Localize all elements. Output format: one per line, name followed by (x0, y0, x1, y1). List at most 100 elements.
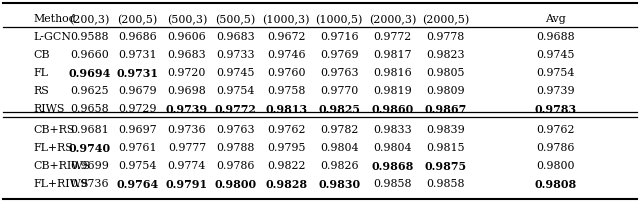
Text: (200,5): (200,5) (118, 14, 157, 25)
Text: 0.9770: 0.9770 (320, 86, 358, 96)
Text: 0.9672: 0.9672 (267, 32, 305, 42)
Text: 0.9795: 0.9795 (267, 143, 305, 153)
Text: 0.9822: 0.9822 (267, 161, 305, 171)
Text: L-GCN: L-GCN (33, 32, 71, 42)
Text: 0.9808: 0.9808 (534, 179, 577, 190)
Text: FL+RIWS: FL+RIWS (33, 179, 89, 189)
Text: 0.9762: 0.9762 (536, 125, 575, 135)
Text: 0.9777: 0.9777 (168, 143, 206, 153)
Text: 0.9782: 0.9782 (320, 125, 358, 135)
Text: 0.9686: 0.9686 (118, 32, 157, 42)
Text: RS: RS (33, 86, 49, 96)
Text: 0.9804: 0.9804 (320, 143, 358, 153)
Text: 0.9762: 0.9762 (267, 125, 305, 135)
Text: 0.9868: 0.9868 (371, 161, 413, 172)
Text: 0.9683: 0.9683 (216, 32, 255, 42)
Text: 0.9800: 0.9800 (214, 179, 257, 190)
Text: 0.9740: 0.9740 (68, 143, 111, 154)
Text: 0.9716: 0.9716 (320, 32, 358, 42)
Text: 0.9815: 0.9815 (426, 143, 465, 153)
Text: Avg: Avg (545, 14, 566, 25)
Text: 0.9860: 0.9860 (371, 104, 413, 115)
Text: 0.9699: 0.9699 (70, 161, 109, 171)
Text: (500,3): (500,3) (166, 14, 207, 25)
Text: 0.9828: 0.9828 (265, 179, 307, 190)
Text: 0.9778: 0.9778 (426, 32, 465, 42)
Text: 0.9745: 0.9745 (216, 68, 255, 78)
Text: 0.9800: 0.9800 (536, 161, 575, 171)
Text: 0.9858: 0.9858 (373, 179, 412, 189)
Text: 0.9679: 0.9679 (118, 86, 157, 96)
Text: 0.9817: 0.9817 (373, 50, 412, 60)
Text: (2000,5): (2000,5) (422, 14, 469, 25)
Text: 0.9739: 0.9739 (536, 86, 575, 96)
Text: 0.9783: 0.9783 (534, 104, 577, 115)
Text: CB: CB (33, 50, 50, 60)
Text: 0.9875: 0.9875 (424, 161, 467, 172)
Text: 0.9772: 0.9772 (214, 104, 257, 115)
Text: 0.9658: 0.9658 (70, 104, 109, 114)
Text: 0.9660: 0.9660 (70, 50, 109, 60)
Text: 0.9736: 0.9736 (168, 125, 206, 135)
Text: RIWS: RIWS (33, 104, 65, 114)
Text: 0.9745: 0.9745 (536, 50, 575, 60)
Text: 0.9833: 0.9833 (373, 125, 412, 135)
Text: 0.9739: 0.9739 (166, 104, 208, 115)
Text: FL: FL (33, 68, 48, 78)
Text: 0.9763: 0.9763 (216, 125, 255, 135)
Text: 0.9816: 0.9816 (373, 68, 412, 78)
Text: 0.9819: 0.9819 (373, 86, 412, 96)
Text: 0.9786: 0.9786 (536, 143, 575, 153)
Text: FL+RS: FL+RS (33, 143, 73, 153)
Text: 0.9681: 0.9681 (70, 125, 109, 135)
Text: 0.9764: 0.9764 (116, 179, 159, 190)
Text: 0.9698: 0.9698 (168, 86, 206, 96)
Text: 0.9825: 0.9825 (318, 104, 360, 115)
Text: 0.9625: 0.9625 (70, 86, 109, 96)
Text: 0.9763: 0.9763 (320, 68, 358, 78)
Text: 0.9813: 0.9813 (265, 104, 307, 115)
Text: 0.9809: 0.9809 (426, 86, 465, 96)
Text: 0.9791: 0.9791 (166, 179, 208, 190)
Text: 0.9786: 0.9786 (216, 161, 255, 171)
Text: (1000,3): (1000,3) (262, 14, 310, 25)
Text: 0.9697: 0.9697 (118, 125, 157, 135)
Text: 0.9683: 0.9683 (168, 50, 206, 60)
Text: 0.9774: 0.9774 (168, 161, 206, 171)
Text: 0.9754: 0.9754 (118, 161, 157, 171)
Text: 0.9769: 0.9769 (320, 50, 358, 60)
Text: 0.9606: 0.9606 (168, 32, 206, 42)
Text: 0.9694: 0.9694 (68, 68, 111, 79)
Text: CB+RS: CB+RS (33, 125, 75, 135)
Text: 0.9830: 0.9830 (318, 179, 360, 190)
Text: 0.9823: 0.9823 (426, 50, 465, 60)
Text: (200,3): (200,3) (69, 14, 110, 25)
Text: (1000,5): (1000,5) (316, 14, 363, 25)
Text: 0.9731: 0.9731 (118, 50, 157, 60)
Text: 0.9826: 0.9826 (320, 161, 358, 171)
Text: 0.9760: 0.9760 (267, 68, 305, 78)
Text: 0.9688: 0.9688 (536, 32, 575, 42)
Text: Method: Method (33, 14, 76, 25)
Text: 0.9733: 0.9733 (216, 50, 255, 60)
Text: 0.9772: 0.9772 (373, 32, 412, 42)
Text: 0.9867: 0.9867 (424, 104, 467, 115)
Text: 0.9805: 0.9805 (426, 68, 465, 78)
Text: 0.9754: 0.9754 (216, 86, 255, 96)
Text: 0.9839: 0.9839 (426, 125, 465, 135)
Text: 0.9731: 0.9731 (116, 68, 159, 79)
Text: 0.9720: 0.9720 (168, 68, 206, 78)
Text: 0.9761: 0.9761 (118, 143, 157, 153)
Text: 0.9746: 0.9746 (267, 50, 305, 60)
Text: CB+RIWS: CB+RIWS (33, 161, 90, 171)
Text: (2000,3): (2000,3) (369, 14, 416, 25)
Text: 0.9758: 0.9758 (267, 86, 305, 96)
Text: 0.9736: 0.9736 (70, 179, 109, 189)
Text: 0.9858: 0.9858 (426, 179, 465, 189)
Text: 0.9729: 0.9729 (118, 104, 157, 114)
Text: 0.9804: 0.9804 (373, 143, 412, 153)
Text: (500,5): (500,5) (216, 14, 255, 25)
Text: 0.9788: 0.9788 (216, 143, 255, 153)
Text: 0.9754: 0.9754 (536, 68, 575, 78)
Text: 0.9588: 0.9588 (70, 32, 109, 42)
